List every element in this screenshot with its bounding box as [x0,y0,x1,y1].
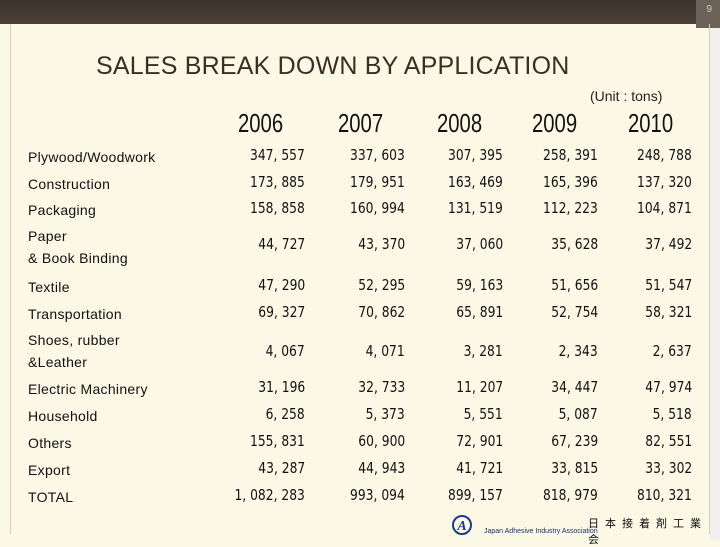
table-cell: 41, 721 [456,459,503,477]
table-cell: 43, 370 [358,235,405,253]
table-cell: 4, 067 [265,342,305,360]
row-label: Textile [28,279,70,295]
table-cell: 37, 060 [456,235,503,253]
table-cell: 179, 951 [350,173,405,191]
table-cell: 2, 343 [558,342,598,360]
row-label: Electric Machinery [28,381,148,397]
table-cell: 158, 858 [250,199,305,217]
table-cell: 5, 518 [652,405,692,423]
table-cell: 47, 290 [258,276,305,294]
row-label: TOTAL [28,489,74,505]
slide-top-bar [0,0,720,24]
table-cell: 70, 862 [358,303,405,321]
table-cell: 11, 207 [456,378,503,396]
association-name-en: Japan Adhesive Industry Association [484,528,598,535]
table-cell: 160, 994 [350,199,405,217]
year-header: 2006 [238,108,284,138]
table-cell: 4, 071 [365,342,405,360]
table-cell: 51, 547 [645,276,692,294]
svg-text:A: A [456,519,466,534]
table-cell: 65, 891 [456,303,503,321]
table-cell: 337, 603 [350,146,405,164]
association-logo-icon: A [452,515,472,535]
row-label: Packaging [28,202,97,218]
table-cell: 155, 831 [250,432,305,450]
table-cell: 993, 094 [350,486,405,504]
table-cell: 51, 656 [551,276,598,294]
year-header: 2010 [628,108,674,138]
table-cell: 248, 788 [637,146,692,164]
year-header: 2008 [437,108,483,138]
slide-corner-tab [696,0,720,28]
table-cell: 31, 196 [258,378,305,396]
table-cell: 43, 287 [258,459,305,477]
table-cell: 810, 321 [637,486,692,504]
slide-edge-strip [710,28,720,540]
table-cell: 47, 974 [645,378,692,396]
table-cell: 60, 900 [358,432,405,450]
slide-title: SALES BREAK DOWN BY APPLICATION [96,52,570,80]
table-cell: 3, 281 [463,342,503,360]
table-cell: 32, 733 [358,378,405,396]
table-cell: 58, 321 [645,303,692,321]
table-cell: 37, 492 [645,235,692,253]
table-cell: 112, 223 [543,199,598,217]
table-cell: 1, 082, 283 [234,486,305,504]
table-cell: 899, 157 [448,486,503,504]
table-cell: 104, 871 [637,199,692,217]
table-cell: 258, 391 [543,146,598,164]
table-cell: 173, 885 [250,173,305,191]
table-cell: 69, 327 [258,303,305,321]
row-label: Paper & Book Binding [28,228,128,266]
row-label: Shoes, rubber &Leather [28,332,120,370]
table-cell: 33, 815 [551,459,598,477]
slide-frame [10,24,710,534]
table-cell: 5, 373 [365,405,405,423]
table-cell: 82, 551 [645,432,692,450]
table-cell: 72, 901 [456,432,503,450]
row-label: Construction [28,176,111,192]
table-cell: 44, 727 [258,235,305,253]
table-cell: 5, 087 [558,405,598,423]
row-label: Export [28,462,71,478]
table-cell: 347, 557 [250,146,305,164]
unit-note: (Unit : tons) [590,88,663,104]
slide-number: 9 [706,4,712,15]
row-label: Transportation [28,306,122,322]
association-name-jp: 日本接着剤工業会 [588,518,707,546]
row-label: Plywood/Woodwork [28,149,156,165]
year-header: 2009 [532,108,578,138]
row-label: Household [28,408,98,424]
table-cell: 818, 979 [543,486,598,504]
table-cell: 33, 302 [645,459,692,477]
table-cell: 137, 320 [637,173,692,191]
table-cell: 67, 239 [551,432,598,450]
table-cell: 163, 469 [448,173,503,191]
table-cell: 44, 943 [358,459,405,477]
table-cell: 2, 637 [652,342,692,360]
row-label: Others [28,435,72,451]
table-cell: 35, 628 [551,235,598,253]
table-cell: 165, 396 [543,173,598,191]
table-cell: 307, 395 [448,146,503,164]
table-cell: 59, 163 [456,276,503,294]
year-header: 2007 [338,108,384,138]
table-cell: 6, 258 [265,405,305,423]
table-cell: 5, 551 [463,405,503,423]
table-cell: 34, 447 [551,378,598,396]
table-cell: 52, 295 [358,276,405,294]
table-cell: 131, 519 [448,199,503,217]
table-cell: 52, 754 [551,303,598,321]
